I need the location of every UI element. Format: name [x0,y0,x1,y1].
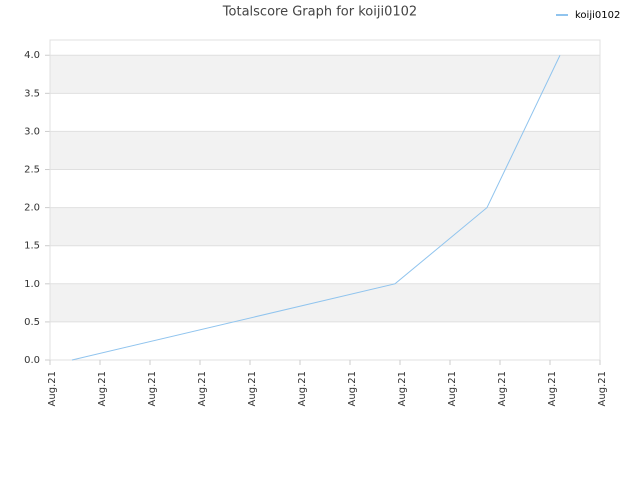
grid-band [50,55,600,94]
y-tick-label: 2.0 [24,203,40,214]
x-tick-label: Aug.21 [397,371,408,406]
x-tick-label: Aug.21 [197,371,208,406]
y-tick-label: 0.0 [24,355,40,366]
x-tick-label: Aug.21 [347,371,358,406]
x-tick-label: Aug.21 [547,371,558,406]
grid-band [50,131,600,170]
x-tick-label: Aug.21 [247,371,258,406]
y-tick-label: 1.0 [24,279,40,290]
x-tick-label: Aug.21 [497,371,508,406]
chart-title: Totalscore Graph for koiji0102 [222,5,417,20]
grid-band [50,283,600,322]
y-tick-label: 3.5 [24,88,40,99]
x-tick-label: Aug.21 [147,371,158,406]
data-line [71,55,561,361]
y-tick-label: 4.0 [24,50,40,61]
plot-frame [49,39,601,361]
x-tick-label: Aug.21 [97,371,108,406]
x-tick-label: Aug.21 [597,371,608,406]
legend-label: koiji0102 [575,10,620,21]
y-tick-label: 1.5 [24,241,40,252]
x-tick-label: Aug.21 [47,371,58,406]
grid-band [50,207,600,246]
x-tick-label: Aug.21 [447,371,458,406]
y-tick-label: 2.5 [24,165,40,176]
y-tick-label: 0.5 [24,317,40,328]
x-tick-label: Aug.21 [297,371,308,406]
y-tick-label: 3.0 [24,126,40,137]
